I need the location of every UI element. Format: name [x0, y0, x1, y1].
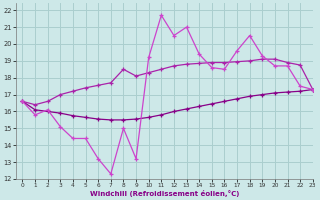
X-axis label: Windchill (Refroidissement éolien,°C): Windchill (Refroidissement éolien,°C)	[90, 190, 239, 197]
